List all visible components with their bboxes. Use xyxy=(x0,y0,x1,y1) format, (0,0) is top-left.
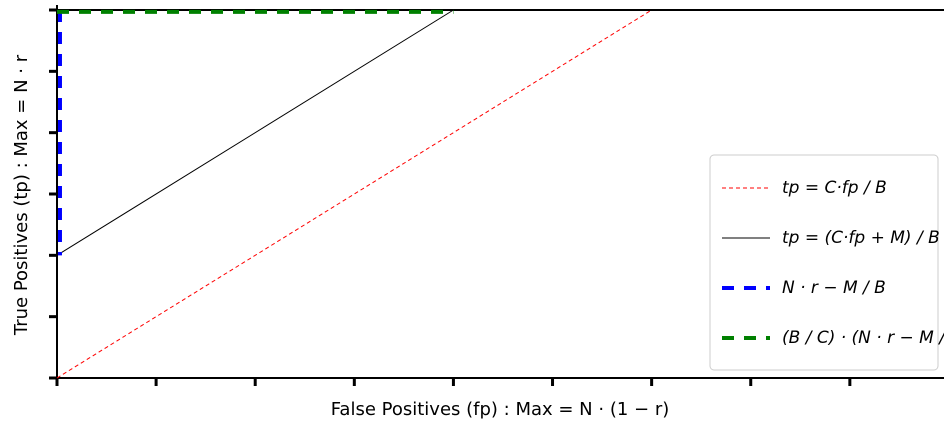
series-line xyxy=(56,9,652,379)
legend-label: tp = C·fp / B xyxy=(782,178,887,198)
y-axis-label: True Positives (tp) : Max = N · r xyxy=(11,54,32,336)
legend: tp = C·fp / B tp = (C·fp + M) / B N · r − … xyxy=(709,154,944,371)
series-line xyxy=(56,9,454,256)
x-axis-label: False Positives (fp) : Max = N · (1 − r) xyxy=(331,399,670,420)
legend-label: (B / C) · (N · r − M / B) xyxy=(782,328,944,348)
legend-label: tp = (C·fp + M) / B xyxy=(782,228,940,248)
legend-box xyxy=(709,154,939,371)
legend-label: N · r − M / B xyxy=(782,278,886,298)
